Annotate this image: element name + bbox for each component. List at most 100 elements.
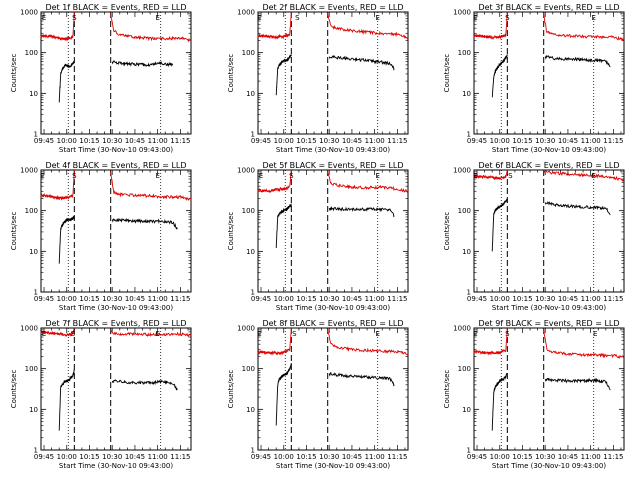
time-marker-label: E (42, 330, 46, 338)
x-tick-label: 10:00 (57, 137, 77, 145)
events-trace (544, 201, 611, 216)
events-trace (275, 54, 292, 96)
events-trace (544, 55, 611, 68)
x-tick-label: 09:45 (467, 453, 487, 461)
x-axis-label: Start Time (30-Nov-10 09:43:00) (59, 146, 173, 154)
time-marker-label: S (505, 330, 510, 338)
time-marker-label: S (289, 172, 294, 180)
panel-det-5f: Det 5f BLACK = Events, RED = LLD 1 10 100 10… (227, 161, 409, 312)
y-tick-label: 1 (467, 131, 471, 139)
x-tick-label: 10:00 (274, 453, 294, 461)
time-marker-label: E (257, 14, 261, 22)
x-tick-label: 09:45 (467, 295, 487, 303)
events-trace (544, 377, 611, 391)
y-tick-label: 1000 (20, 9, 38, 17)
lld-trace (327, 328, 409, 356)
x-tick-label: 10:30 (535, 453, 555, 461)
plot-frame (257, 11, 409, 135)
x-tick-label: 11:00 (148, 453, 168, 461)
y-tick-label: 10 (29, 248, 38, 256)
x-tick-label: 10:00 (274, 137, 294, 145)
x-tick-label: 10:00 (274, 295, 294, 303)
events-trace (111, 60, 174, 68)
time-marker-label: S (292, 330, 297, 338)
x-tick-label: 09:45 (34, 453, 54, 461)
events-trace (275, 203, 292, 249)
time-marker-label: S (295, 14, 300, 22)
x-tick-label: 10:15 (512, 137, 532, 145)
y-tick-label: 100 (25, 365, 38, 373)
y-tick-label: 100 (458, 207, 471, 215)
plot-frame (473, 11, 625, 135)
plot-frame (473, 169, 625, 293)
y-tick-label: 1000 (20, 325, 38, 333)
x-tick-label: 10:15 (296, 453, 316, 461)
y-axis-label: Counts/sec (10, 212, 18, 251)
y-tick-label: 100 (242, 207, 255, 215)
x-tick-label: 11:00 (581, 453, 601, 461)
y-tick-label: 1 (251, 289, 255, 297)
y-tick-label: 10 (462, 406, 471, 414)
plot-frame (257, 327, 409, 451)
time-marker-label: E (42, 14, 46, 22)
events-trace (328, 55, 395, 71)
y-tick-label: 1000 (237, 9, 255, 17)
panel-det-1f: Det 1f BLACK = Events, RED = LLD 1 10 100 10… (10, 3, 192, 154)
events-trace (491, 372, 508, 431)
panel-det-2f: Det 2f BLACK = Events, RED = LLD 1 10 100 10… (227, 3, 409, 154)
events-trace (58, 215, 75, 264)
y-tick-label: 100 (25, 207, 38, 215)
lld-trace (543, 12, 625, 42)
y-axis-label: Counts/sec (10, 54, 18, 93)
plot-frame (40, 11, 192, 135)
panel-det-4f: Det 4f BLACK = Events, RED = LLD 1 10 100 10… (10, 161, 192, 312)
panel-det-6f: Det 6f BLACK = Events, RED = LLD 1 10 100 10… (443, 161, 625, 312)
lld-trace (40, 169, 75, 201)
x-tick-label: 09:45 (34, 295, 54, 303)
panel-title: Det 6f BLACK = Events, RED = LLD (478, 161, 619, 170)
y-axis-label: Counts/sec (227, 54, 235, 93)
x-tick-label: 11:00 (365, 137, 385, 145)
panel-title: Det 1f BLACK = Events, RED = LLD (45, 3, 186, 12)
time-marker-label: E (40, 172, 44, 180)
x-tick-label: 09:45 (251, 453, 271, 461)
x-tick-label: 11:00 (581, 295, 601, 303)
lld-trace (110, 171, 192, 201)
y-tick-label: 100 (458, 49, 471, 57)
events-trace (491, 54, 508, 98)
time-marker-label: S (72, 14, 77, 22)
time-marker-label: E (259, 172, 263, 180)
y-tick-label: 100 (242, 365, 255, 373)
panel-title: Det 8f BLACK = Events, RED = LLD (262, 319, 403, 328)
time-marker-label: E (375, 14, 379, 22)
x-tick-label: 10:45 (342, 295, 362, 303)
plot-frame (257, 169, 409, 293)
x-axis-label: Start Time (30-Nov-10 09:43:00) (276, 304, 390, 312)
panel-title: Det 2f BLACK = Events, RED = LLD (262, 3, 403, 12)
y-tick-label: 10 (29, 90, 38, 98)
panel-title: Det 3f BLACK = Events, RED = LLD (478, 3, 619, 12)
x-tick-label: 10:45 (342, 453, 362, 461)
y-tick-label: 1000 (20, 167, 38, 175)
panel-title: Det 4f BLACK = Events, RED = LLD (45, 161, 186, 170)
y-axis-label: Counts/sec (443, 370, 451, 409)
lld-trace (543, 328, 624, 360)
x-axis-label: Start Time (30-Nov-10 09:43:00) (276, 146, 390, 154)
y-tick-label: 1000 (237, 325, 255, 333)
x-tick-label: 10:00 (57, 295, 77, 303)
events-trace (111, 217, 178, 230)
lld-trace (257, 11, 292, 40)
x-tick-label: 10:15 (512, 453, 532, 461)
y-tick-label: 10 (29, 406, 38, 414)
lld-trace (110, 13, 192, 43)
y-tick-label: 1000 (237, 167, 255, 175)
x-tick-label: 11:15 (387, 137, 407, 145)
lld-trace (473, 327, 508, 356)
x-tick-label: 10:15 (79, 295, 99, 303)
x-tick-label: 10:45 (125, 137, 145, 145)
x-axis-label: Start Time (30-Nov-10 09:43:00) (492, 462, 606, 470)
y-axis-label: Counts/sec (227, 212, 235, 251)
events-trace (58, 369, 75, 431)
x-tick-label: 10:00 (490, 295, 510, 303)
